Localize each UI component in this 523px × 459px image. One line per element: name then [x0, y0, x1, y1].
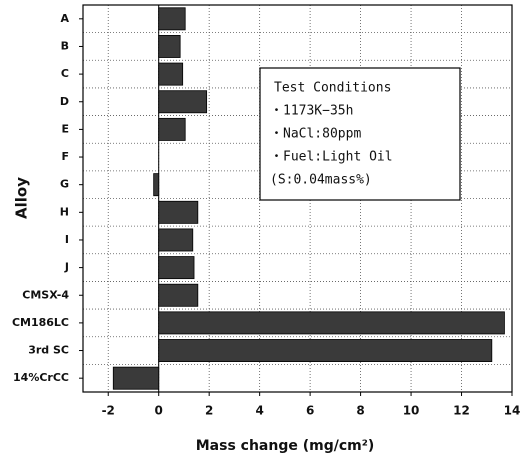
annotation-text: ・1173K−35h [270, 104, 353, 119]
plot-frame [82, 4, 513, 393]
y-axis-label: Alloy [13, 177, 31, 219]
x-tick-label: -2 [102, 404, 115, 418]
bar [158, 35, 181, 58]
bar [158, 90, 208, 114]
y-tick-label: J [64, 261, 69, 274]
y-tick-label: CMSX-4 [22, 288, 69, 301]
bar [158, 200, 199, 224]
y-tick-label: D [60, 95, 69, 108]
bar [158, 228, 194, 252]
bar [112, 366, 160, 390]
bar [158, 117, 186, 141]
x-tick-label: 6 [306, 404, 314, 418]
x-tick-label: 4 [255, 404, 263, 418]
bar [158, 7, 186, 31]
bar [158, 256, 195, 280]
y-tick-label: G [60, 178, 69, 191]
x-tick-label: 2 [205, 404, 213, 418]
bar [158, 339, 493, 362]
y-tick-label: H [60, 205, 69, 218]
annotation-text: ・NaCl:80ppm [270, 127, 361, 142]
x-tick-label: 14 [504, 404, 521, 418]
x-tick-label: 12 [453, 404, 470, 418]
bar [158, 62, 184, 86]
annotation-box [259, 67, 461, 201]
y-tick-label: F [61, 150, 69, 163]
annotation-text: ・Fuel:Light Oil [270, 150, 393, 165]
annotation-text: Test Conditions [274, 81, 391, 96]
x-axis-label: Mass change (mg/cm²) [196, 438, 375, 454]
bar [158, 311, 505, 335]
x-tick-label: 0 [155, 404, 163, 418]
x-tick-label: 8 [356, 404, 364, 418]
y-tick-label: A [60, 12, 69, 25]
bar [153, 173, 160, 197]
y-tick-label: 14%CrCC [13, 371, 69, 384]
y-tick-label: C [61, 67, 69, 80]
bar [158, 283, 199, 307]
x-tick-label: 10 [403, 404, 420, 418]
y-tick-label: B [61, 39, 69, 52]
y-tick-label: E [61, 122, 69, 135]
y-tick-label: I [65, 233, 69, 246]
annotation-text: (S:0.04mass%) [270, 173, 372, 188]
y-tick-label: CM186LC [12, 316, 69, 329]
y-tick-label: 3rd SC [28, 344, 69, 357]
